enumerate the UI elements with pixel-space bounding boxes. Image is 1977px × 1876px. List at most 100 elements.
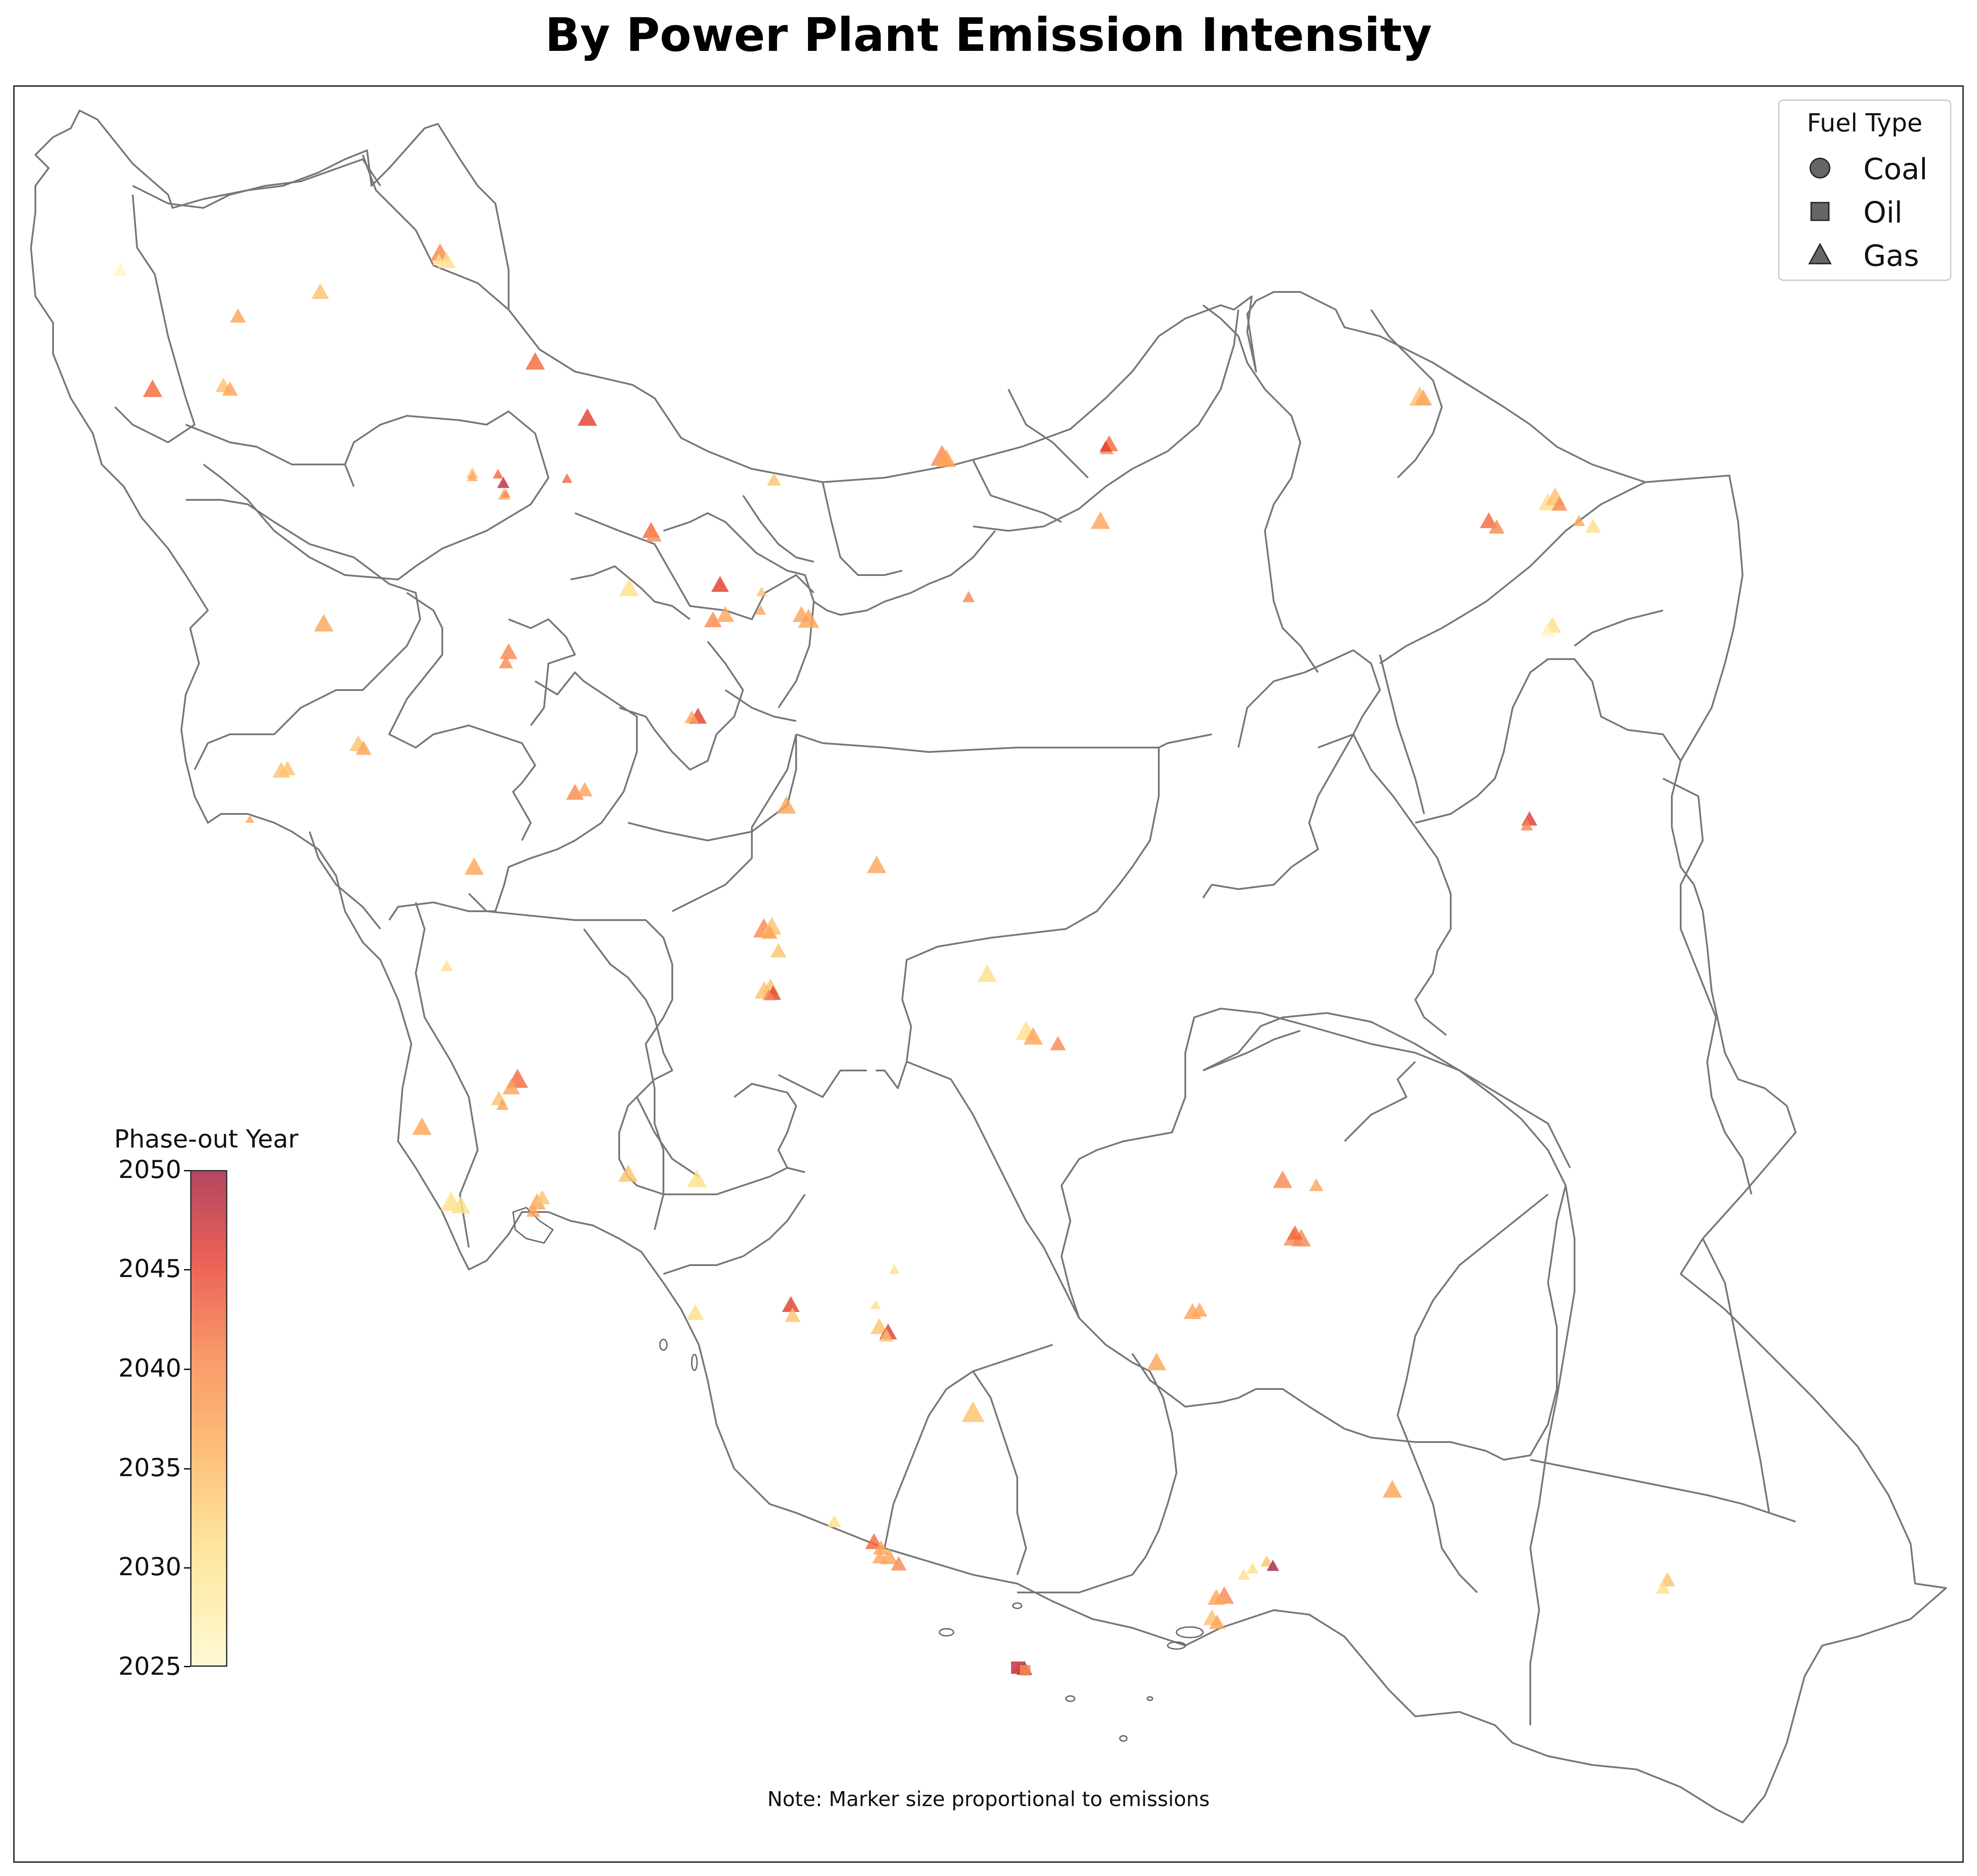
gas-plant-marker xyxy=(493,469,503,479)
gas-plant-marker xyxy=(1489,519,1505,534)
gas-plant-marker xyxy=(619,579,639,596)
gas-plant-marker xyxy=(618,1164,638,1182)
gas-plant-marker xyxy=(1246,1562,1259,1574)
colorbar-tickmark xyxy=(184,1666,190,1667)
gas-plant-marker xyxy=(1287,1225,1303,1240)
plant-markers xyxy=(113,243,1675,1676)
legend-item-coal: Coal xyxy=(1806,150,1947,186)
gas-plant-marker xyxy=(499,656,513,668)
gas-plant-marker xyxy=(756,587,767,596)
colorbar-label: Phase-out Year xyxy=(114,1125,299,1154)
gas-plant-marker xyxy=(872,1549,888,1564)
gas-plant-marker xyxy=(870,1318,888,1334)
gas-plant-marker xyxy=(1209,1615,1225,1629)
gas-plant-marker xyxy=(685,710,699,723)
gas-plant-marker xyxy=(577,782,593,797)
gas-plant-marker xyxy=(762,925,778,939)
gas-plant-marker xyxy=(1261,1555,1273,1567)
gas-plant-marker xyxy=(1585,518,1601,533)
gas-plant-marker xyxy=(962,591,975,602)
colorbar xyxy=(190,1170,227,1667)
gas-plant-marker xyxy=(525,352,545,370)
gas-plant-marker xyxy=(1309,1178,1323,1191)
gas-plant-marker xyxy=(1091,511,1110,529)
gas-plant-marker xyxy=(704,611,722,627)
gas-plant-marker xyxy=(879,1329,893,1342)
gas-plant-marker xyxy=(1521,811,1537,826)
country-border xyxy=(30,110,1947,1823)
colorbar-tick: 2035 xyxy=(118,1454,181,1482)
gas-plant-marker xyxy=(1480,512,1498,528)
gas-plant-marker xyxy=(1192,1302,1207,1317)
colorbar-tickmark xyxy=(184,1468,190,1469)
gas-plant-marker xyxy=(1238,1569,1250,1580)
gas-plant-marker xyxy=(873,1540,889,1555)
gas-plant-marker xyxy=(1273,1170,1292,1188)
colorbar-tick: 2045 xyxy=(118,1255,181,1283)
legend-label: Gas xyxy=(1863,239,1919,273)
colorbar-tick: 2025 xyxy=(118,1652,181,1681)
gas-plant-marker xyxy=(782,1296,800,1312)
oil-plant-marker xyxy=(1020,1665,1031,1676)
gas-plant-marker xyxy=(500,643,517,659)
gas-plant-marker xyxy=(497,477,510,488)
gas-plant-marker xyxy=(770,943,786,958)
colorbar-tickmark xyxy=(184,1269,190,1270)
gas-plant-marker xyxy=(687,1170,707,1187)
triangle-icon xyxy=(1808,242,1832,265)
gas-plant-marker xyxy=(962,1401,985,1422)
gas-plant-marker xyxy=(1573,515,1585,526)
gas-plant-marker xyxy=(785,1308,801,1322)
legend-item-gas: Gas xyxy=(1806,236,1947,273)
gas-plant-marker xyxy=(1050,1036,1066,1051)
gas-plant-marker xyxy=(451,1196,471,1214)
gas-plant-marker xyxy=(311,283,329,299)
gas-plant-marker xyxy=(1207,1589,1225,1605)
gas-plant-marker xyxy=(1540,624,1554,637)
gas-plant-marker xyxy=(314,614,333,632)
gas-plant-marker xyxy=(1552,496,1567,511)
gas-plant-marker xyxy=(889,1264,900,1274)
legend-item-oil: Oil xyxy=(1806,193,1947,230)
gas-plant-marker xyxy=(356,740,372,755)
gas-plant-marker xyxy=(1656,1581,1670,1594)
gas-plant-marker xyxy=(1267,1560,1279,1571)
gas-plant-marker xyxy=(1023,1027,1043,1045)
gas-plant-marker xyxy=(467,472,478,481)
gas-plant-marker xyxy=(534,1190,550,1205)
gas-plant-marker xyxy=(222,381,238,396)
gas-plant-marker xyxy=(433,254,445,265)
gas-plant-marker xyxy=(1147,1353,1166,1370)
province-borders xyxy=(30,110,1947,1823)
colorbar-tick: 2050 xyxy=(118,1155,181,1184)
gas-plant-marker xyxy=(646,527,662,542)
gas-plant-marker xyxy=(441,960,453,971)
gas-plant-marker xyxy=(502,489,510,497)
gas-plant-marker xyxy=(1521,819,1533,831)
square-icon xyxy=(1810,202,1830,221)
gas-plant-marker xyxy=(245,815,254,823)
map-title: By Power Plant Emission Intensity xyxy=(545,8,1432,62)
colorbar-tickmark xyxy=(184,1170,190,1171)
gas-plant-marker xyxy=(827,1515,841,1527)
gas-plant-marker xyxy=(113,263,127,276)
gas-plant-marker xyxy=(230,308,246,323)
gas-plant-marker xyxy=(280,761,295,775)
gas-plant-marker xyxy=(755,605,766,615)
gas-plant-marker xyxy=(711,576,729,592)
colorbar-tickmark xyxy=(184,1567,190,1569)
gas-plant-marker xyxy=(1414,389,1432,405)
map-note: Note: Marker size proportional to emissi… xyxy=(767,1787,1210,1811)
gas-plant-marker xyxy=(937,449,956,467)
colorbar-tickmark xyxy=(184,1369,190,1370)
gas-plant-marker xyxy=(143,380,162,397)
gas-plant-marker xyxy=(1100,441,1112,452)
gas-plant-marker xyxy=(977,964,997,982)
colorbar-tick: 2030 xyxy=(118,1553,181,1581)
gas-plant-marker xyxy=(496,1099,509,1110)
gas-plant-marker xyxy=(767,473,781,486)
gas-plant-marker xyxy=(777,796,796,814)
legend-title: Fuel Type xyxy=(1807,109,1923,138)
legend-label: Oil xyxy=(1863,196,1903,230)
